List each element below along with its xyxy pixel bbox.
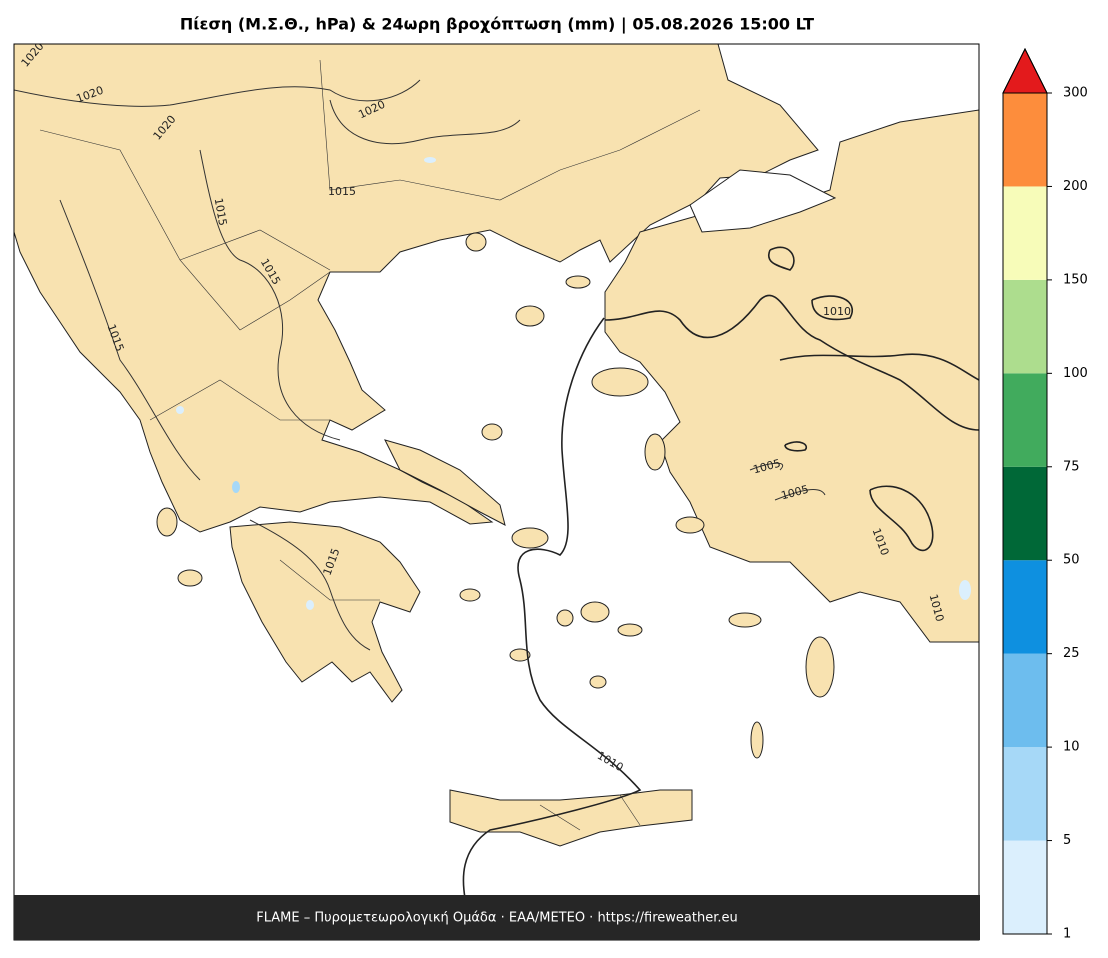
colorbar-band (1003, 560, 1047, 654)
island (805, 636, 835, 698)
island (675, 516, 705, 534)
island (617, 623, 643, 637)
island (481, 423, 503, 441)
colorbar-tick-label: 300 (1063, 86, 1088, 101)
anatolia (604, 109, 979, 643)
isobar-label: 1010 (823, 305, 851, 318)
island (177, 569, 203, 587)
island (556, 609, 574, 627)
colorbar-tick-label: 10 (1063, 740, 1080, 755)
colorbar-band (1003, 93, 1047, 187)
islands (156, 232, 835, 759)
island (644, 433, 666, 471)
island (580, 601, 610, 623)
isobar-label: 1015 (328, 185, 356, 198)
footer-bar (14, 895, 980, 940)
island (156, 507, 178, 537)
island (459, 588, 481, 602)
island (750, 721, 764, 759)
colorbar-tick-label: 150 (1063, 272, 1088, 287)
colorbar-outline (1002, 47, 1048, 935)
balkans (14, 44, 819, 533)
map-area: 1020 1020 1020 1020 1015 1015 1015 1015 … (14, 44, 979, 940)
euboea (384, 439, 506, 526)
island (509, 648, 531, 662)
island (589, 675, 607, 689)
isobar-label: 1015 (212, 197, 230, 227)
island (511, 527, 549, 549)
footer-text: FLAME – Πυρομετεωρολογική Ομάδα · ΕΑΑ/ΜΕ… (256, 911, 738, 926)
island (565, 275, 591, 289)
colorbar-tick-label: 75 (1063, 459, 1080, 474)
island (515, 305, 545, 327)
borders (39, 59, 701, 831)
colorbar-band (1003, 840, 1047, 934)
colorbar-band (1003, 747, 1047, 841)
colorbar-tick-label: 100 (1063, 366, 1088, 381)
sea-of-marmara (689, 169, 837, 233)
map-title: Πίεση (Μ.Σ.Θ., hPa) & 24ωρη βροχόπτωση (… (180, 15, 814, 35)
colorbar-extend (1002, 47, 1048, 94)
island (465, 232, 487, 252)
colorbar-tick-label: 25 (1063, 646, 1080, 661)
colorbar-band (1003, 653, 1047, 748)
colorbar: 1 5 10 25 50 75 100 150 200 300 (1002, 47, 1088, 942)
colorbar-tick-label: 200 (1063, 179, 1088, 194)
colorbar-tick-label: 5 (1063, 833, 1071, 848)
colorbar-band (1003, 373, 1047, 467)
colorbar-tick-label: 1 (1063, 927, 1071, 942)
colorbar-band (1003, 186, 1047, 280)
peloponnese (229, 521, 421, 703)
rain-patch (306, 600, 314, 610)
colorbar-tick-label: 50 (1063, 553, 1080, 568)
isobars (14, 79, 979, 899)
rain-patches (176, 157, 971, 610)
rain-patch (959, 580, 971, 600)
colorbar-band (1003, 279, 1047, 374)
island (728, 612, 762, 628)
island (591, 367, 649, 397)
rain-patch (176, 406, 184, 414)
rain-patch (232, 481, 240, 493)
colorbar-band (1003, 466, 1047, 561)
rain-patch (424, 157, 436, 163)
